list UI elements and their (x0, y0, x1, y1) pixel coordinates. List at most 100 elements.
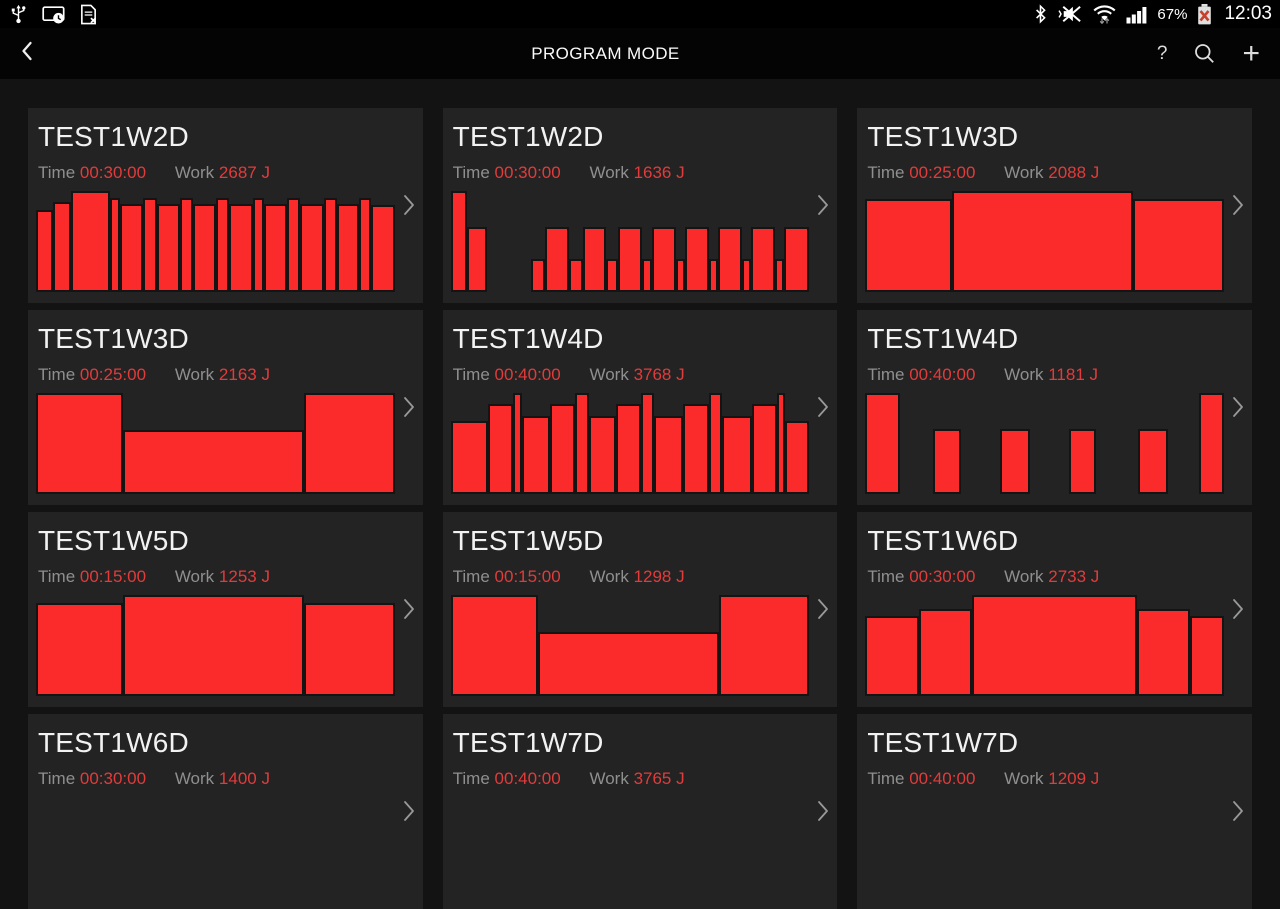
work-label: Work (589, 163, 629, 182)
time-value: 00:30:00 (79, 163, 147, 182)
program-grid: TEST1W2D Time 00:30:00 Work 2687 J TEST1… (0, 79, 1280, 909)
chart-bar (1138, 429, 1168, 494)
work-value: 2687 J (218, 163, 270, 182)
chart-bar (513, 393, 523, 494)
program-card[interactable]: TEST1W2D Time 00:30:00 Work 1636 J (442, 108, 838, 303)
work-label: Work (174, 567, 215, 586)
chart-bar (120, 204, 144, 292)
program-card[interactable]: TEST1W2D Time 00:30:00 Work 2687 J (28, 108, 423, 303)
time-value: 00:40:00 (494, 769, 561, 788)
program-card[interactable]: TEST1W4D Time 00:40:00 Work 3768 J (442, 310, 838, 505)
time-value: 00:40:00 (909, 365, 976, 384)
chart-bar (180, 198, 193, 292)
program-name: TEST1W3D (867, 121, 1019, 152)
chart-bar (775, 258, 785, 292)
work-label: Work (174, 769, 215, 788)
work-value: 1636 J (633, 163, 685, 182)
chart-bar (606, 258, 619, 292)
chart-bar (70, 191, 110, 292)
program-card[interactable]: TEST1W6D Time 00:30:00 Work 1400 J (28, 714, 423, 909)
work-value: 3768 J (633, 365, 685, 384)
time-value: 00:25:00 (909, 163, 976, 182)
work-label: Work (174, 163, 215, 182)
chevron-right-icon (817, 598, 829, 625)
program-info: Time 00:40:00 Work 3765 J (453, 769, 838, 789)
program-name: TEST1W7D (452, 727, 604, 758)
work-value: 1253 J (218, 567, 270, 586)
chart-bar (304, 393, 395, 494)
program-name: TEST1W5D (452, 525, 604, 556)
program-bar-chart (865, 191, 1224, 292)
battery-error-icon (1196, 3, 1213, 26)
chart-bar (865, 199, 953, 292)
chevron-right-icon (403, 598, 415, 625)
chart-bar (143, 198, 158, 292)
work-value: 2088 J (1048, 163, 1100, 182)
chart-bar (776, 393, 785, 494)
chart-bar (264, 204, 288, 292)
chart-bar (530, 258, 546, 292)
chart-bar (371, 205, 395, 292)
program-info: Time 00:30:00 Work 1400 J (38, 769, 423, 789)
chart-bar (122, 595, 305, 696)
chart-bar (1000, 429, 1030, 494)
add-program-button[interactable]: + (1242, 36, 1260, 70)
chart-bar (653, 416, 683, 494)
chart-bar (751, 227, 776, 292)
work-label: Work (1004, 567, 1044, 586)
chart-bar (550, 404, 575, 494)
back-chevron-icon (18, 38, 36, 69)
chart-bar (304, 603, 395, 696)
chevron-right-icon (817, 800, 829, 827)
chevron-right-icon (1232, 396, 1244, 423)
program-name: TEST1W6D (867, 525, 1019, 556)
chart-bar (467, 227, 488, 292)
time-label: Time (867, 769, 905, 788)
program-card[interactable]: TEST1W4D Time 00:40:00 Work 1181 J (857, 310, 1252, 505)
program-card[interactable]: TEST1W7D Time 00:40:00 Work 3765 J (442, 714, 838, 909)
work-label: Work (1004, 769, 1044, 788)
chart-bar (919, 609, 972, 696)
program-card[interactable]: TEST1W6D Time 00:30:00 Work 2733 J (857, 512, 1252, 707)
program-card[interactable]: TEST1W5D Time 00:15:00 Work 1253 J (28, 512, 423, 707)
program-bar-chart (450, 393, 810, 494)
work-value: 1400 J (218, 769, 270, 788)
chart-bar (36, 603, 123, 696)
work-label: Work (1004, 365, 1044, 384)
usb-icon (8, 4, 29, 25)
chart-bar (568, 258, 583, 292)
chart-bar (574, 393, 590, 494)
chart-bar (487, 404, 514, 494)
program-name: TEST1W2D (38, 121, 189, 152)
chart-bar (228, 204, 253, 292)
time-label: Time (867, 163, 905, 182)
program-bar-chart (865, 595, 1224, 696)
program-card[interactable]: TEST1W5D Time 00:15:00 Work 1298 J (442, 512, 838, 707)
chart-bar (157, 204, 181, 292)
chart-bar (952, 191, 1134, 292)
time-label: Time (867, 365, 905, 384)
chart-bar (36, 393, 123, 494)
chart-bar (685, 227, 709, 292)
program-card[interactable]: TEST1W3D Time 00:25:00 Work 2163 J (28, 310, 423, 505)
program-card[interactable]: TEST1W3D Time 00:25:00 Work 2088 J (857, 108, 1252, 303)
work-label: Work (589, 567, 629, 586)
work-value: 3765 J (633, 769, 685, 788)
help-button[interactable]: ? (1156, 42, 1168, 64)
program-info: Time 00:15:00 Work 1253 J (38, 567, 423, 587)
chart-bar (1189, 616, 1224, 696)
back-button[interactable] (0, 38, 54, 69)
chart-bar (718, 227, 743, 292)
status-clock: 12:03 (1224, 3, 1272, 24)
program-card[interactable]: TEST1W7D Time 00:40:00 Work 1209 J (857, 714, 1252, 909)
chevron-right-icon (403, 800, 415, 827)
search-icon[interactable] (1193, 42, 1216, 65)
chart-bar (640, 393, 654, 494)
time-label: Time (452, 365, 490, 384)
chart-bar (450, 421, 488, 494)
chart-bar (537, 632, 719, 696)
time-label: Time (38, 163, 76, 182)
chart-bar (252, 198, 265, 292)
page-title: PROGRAM MODE (531, 43, 680, 63)
chart-bar (1137, 609, 1190, 696)
